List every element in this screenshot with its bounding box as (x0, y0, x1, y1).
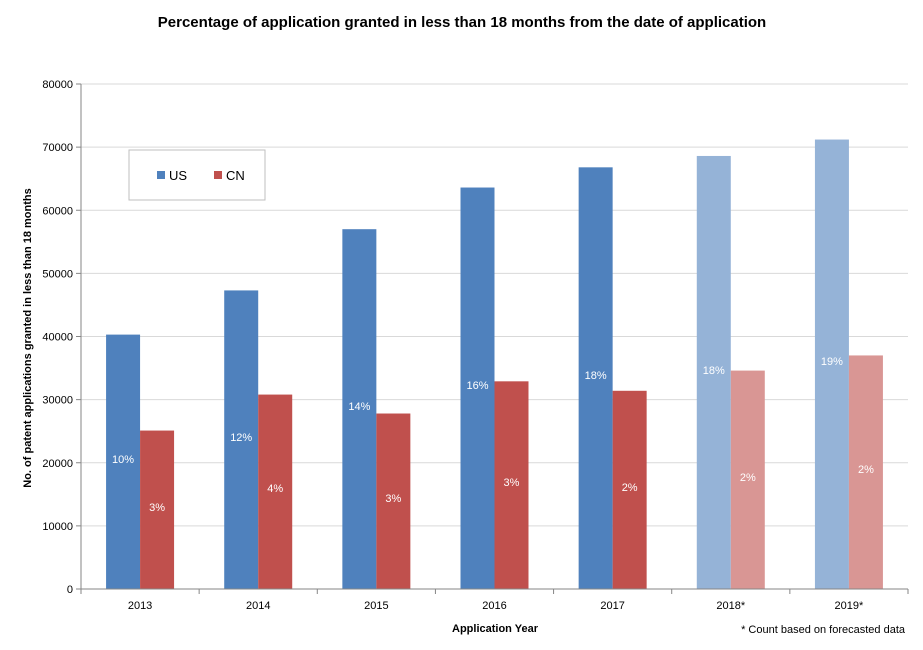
data-label: 16% (466, 380, 488, 392)
data-label: 2% (858, 464, 874, 476)
x-tick-label: 2016 (482, 600, 506, 612)
data-label: 18% (585, 370, 607, 382)
data-label: 12% (230, 432, 252, 444)
y-tick-label: 40000 (42, 332, 73, 344)
chart-title: Percentage of application granted in les… (158, 14, 766, 31)
data-label: 10% (112, 454, 134, 466)
x-tick-label: 2017 (600, 600, 624, 612)
y-tick-label: 60000 (42, 205, 73, 217)
data-label: 2% (740, 472, 756, 484)
legend-swatch-us (157, 171, 165, 179)
bar-cn-2015 (376, 413, 411, 589)
bar-us-2014 (224, 290, 259, 589)
data-label: 2% (622, 482, 638, 494)
legend-label-us: US (169, 168, 187, 183)
legend-box (128, 149, 266, 201)
y-axis-ticks: 0 10000 20000 30000 40000 50000 60000 70000 8000… (42, 79, 81, 596)
bar-us-2019 (814, 139, 849, 590)
bar-us-2015 (342, 229, 377, 589)
x-axis: 2013 2014 2015 2016 2017 2018* 2019* (80, 84, 909, 612)
legend-swatch-cn (214, 171, 222, 179)
bar-cn-2016 (494, 381, 529, 589)
bar-us-2013 (106, 334, 141, 589)
bar-cn-2019 (848, 355, 883, 589)
x-tick-label: 2014 (246, 600, 270, 612)
y-tick-label: 10000 (42, 521, 73, 533)
x-tick-label: 2015 (364, 600, 388, 612)
data-label: 19% (821, 356, 843, 368)
bar-cn-2014 (258, 394, 293, 589)
x-tick-label: 2019* (835, 600, 864, 612)
y-tick-label: 20000 (42, 458, 73, 470)
footnote: * Count based on forecasted data (741, 624, 906, 636)
data-label: 3% (504, 477, 520, 489)
y-tick-label: 30000 (42, 395, 73, 407)
y-tick-label: 70000 (42, 142, 73, 154)
bar-us-2017 (578, 167, 613, 589)
bar-us-2016 (460, 187, 495, 589)
legend: US CN (128, 149, 266, 201)
y-tick-label: 0 (67, 584, 73, 596)
bar-cn-2017 (612, 390, 647, 589)
bar-us-2018 (696, 155, 731, 589)
y-tick-label: 80000 (42, 79, 73, 91)
x-axis-label: Application Year (452, 623, 539, 635)
y-tick-label: 50000 (42, 268, 73, 280)
bar-cn-2013 (140, 430, 175, 589)
bars: 10% 3% 12% 4% 14% 3% 16% 3% 18% 2% 18% 2% 19% 2% (106, 139, 883, 590)
data-label: 14% (348, 401, 370, 413)
x-tick-label: 2018* (716, 600, 745, 612)
data-label: 3% (149, 502, 165, 514)
bar-cn-2018 (730, 370, 765, 589)
y-axis-label: No. of patent applications granted in le… (22, 188, 34, 487)
legend-label-cn: CN (226, 168, 245, 183)
data-label: 4% (267, 483, 283, 495)
x-tick-label: 2013 (128, 600, 152, 612)
data-label: 3% (385, 493, 401, 505)
data-label: 18% (703, 365, 725, 377)
